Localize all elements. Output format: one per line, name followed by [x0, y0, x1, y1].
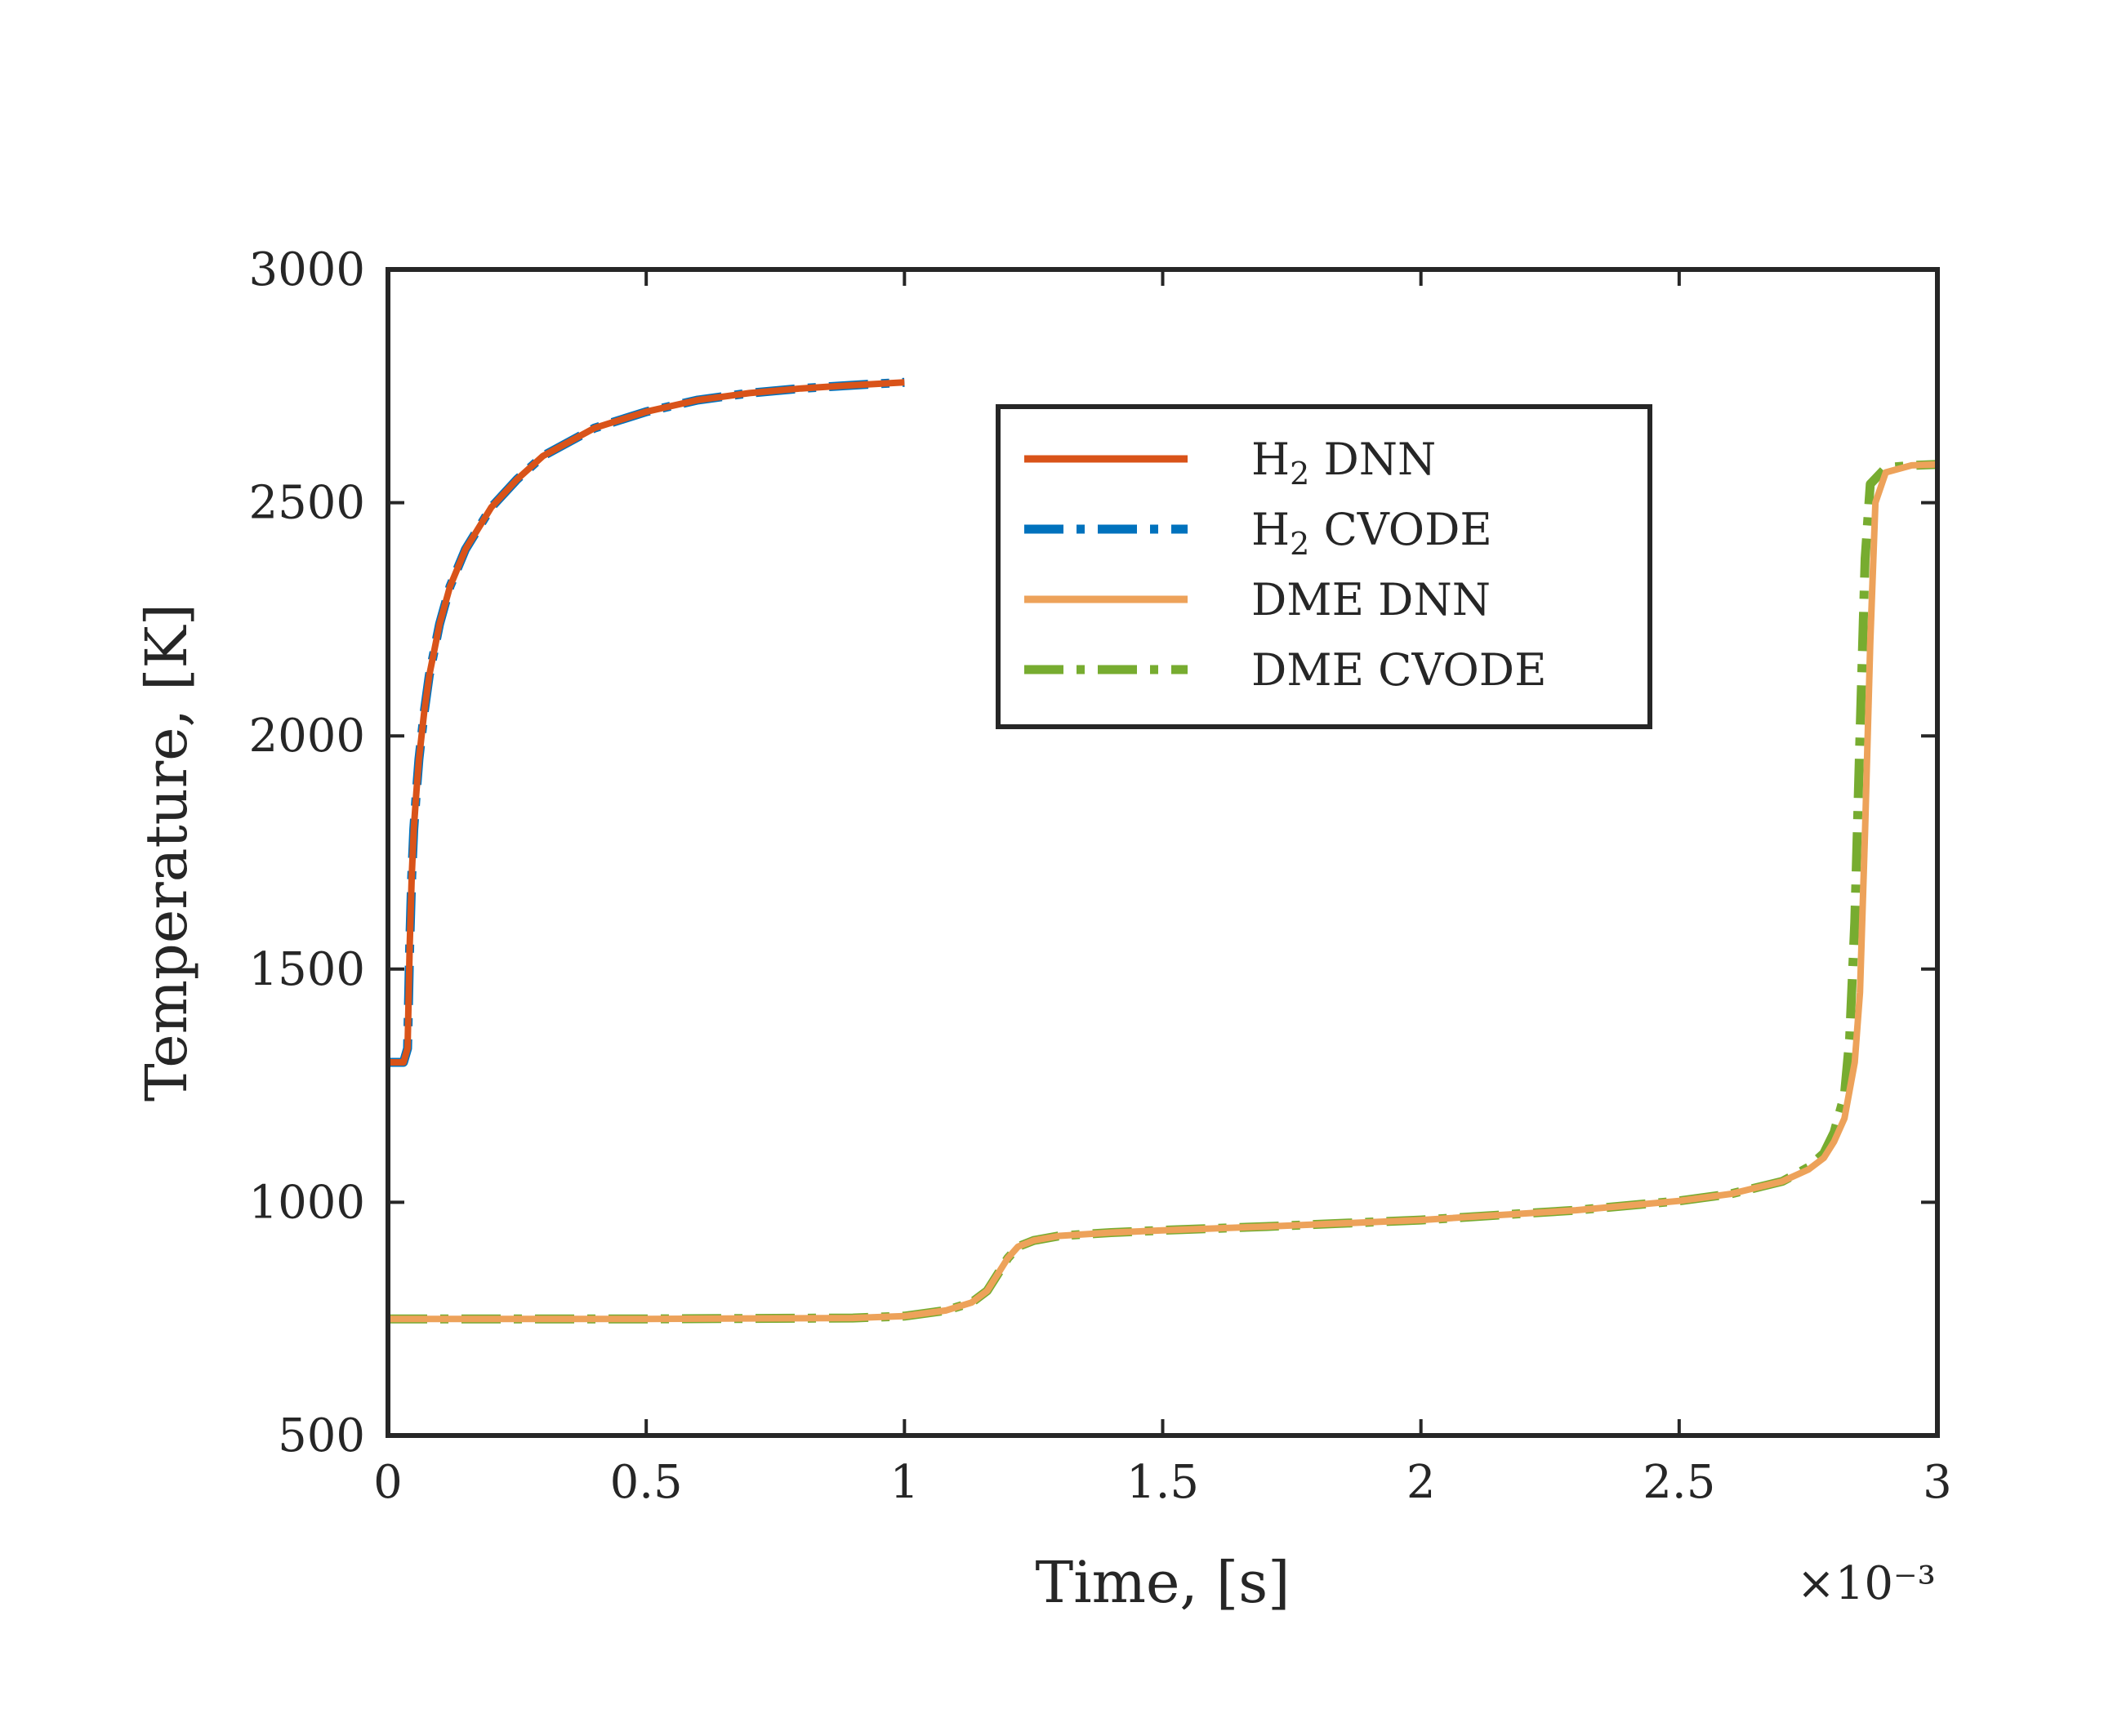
- x-tick-label: 1.5: [1126, 1456, 1199, 1509]
- tick-labels: 0 0.5 1 1.5 2 2.5 3 500 1000 1500 2000 2500 3000: [248, 243, 1951, 1509]
- legend-label: DME CVODE: [1251, 644, 1547, 696]
- legend: H2 DNN H2 CVODE DME DNN DME CVODE: [996, 404, 1652, 729]
- y-tick-label: 500: [278, 1409, 365, 1462]
- x-tick-label: 3: [1923, 1456, 1952, 1509]
- ticks: [386, 268, 1939, 1437]
- y-tick-label: 2500: [248, 477, 365, 530]
- legend-label: H2 DNN: [1251, 434, 1436, 492]
- legend-label: DME DNN: [1251, 574, 1491, 625]
- legend-label: H2 CVODE: [1251, 504, 1492, 562]
- x-tick-label: 0: [373, 1456, 403, 1509]
- y-tick-label: 1000: [248, 1176, 365, 1229]
- x-tick-label: 1: [890, 1456, 920, 1509]
- series-line-h2-dnn: [388, 379, 905, 1066]
- x-axis-label: Time, [s]: [1036, 1549, 1291, 1616]
- y-tick-label: 2000: [248, 710, 365, 763]
- series-line-dme-dnn: [388, 461, 1938, 1323]
- x-tick-label: 0.5: [610, 1456, 683, 1509]
- y-tick-label: 3000: [248, 243, 365, 296]
- x-axis-exponent: ×10⁻³: [1797, 1557, 1936, 1610]
- y-axis-label: Temperature, [K]: [133, 603, 200, 1102]
- x-tick-label: 2.5: [1643, 1456, 1715, 1509]
- x-tick-label: 2: [1406, 1456, 1436, 1509]
- plot-lines: [388, 377, 1938, 1324]
- y-tick-label: 1500: [248, 943, 365, 996]
